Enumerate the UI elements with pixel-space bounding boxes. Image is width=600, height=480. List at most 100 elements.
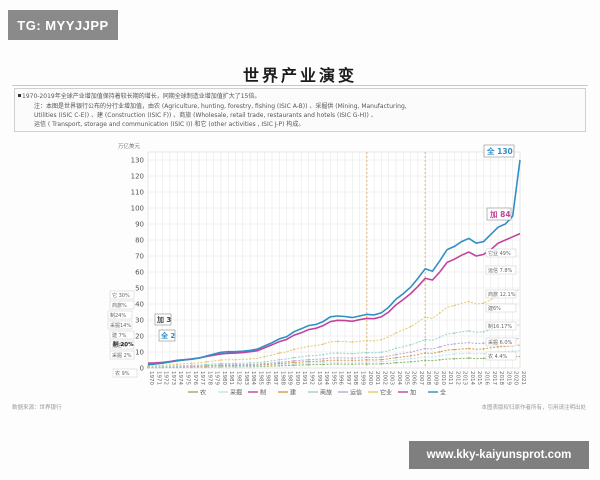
callout-box xyxy=(158,329,176,342)
x-tick-label: 1988 xyxy=(279,371,285,385)
legend-label: 它业 xyxy=(380,389,392,397)
plot-area xyxy=(147,151,521,369)
series-point-transport xyxy=(453,343,456,345)
series-point-transport xyxy=(351,357,354,359)
y-tick-label: 130 xyxy=(131,157,144,165)
series-point-agriculture xyxy=(322,363,324,366)
callout-box xyxy=(154,313,172,326)
watermark-tag: TG: MYYJJPP xyxy=(8,10,118,40)
legend-label: 制 xyxy=(260,389,266,397)
series-point-commerce xyxy=(292,356,295,359)
callout-end-manufacturing: 加 84 xyxy=(489,209,511,219)
series-point-construction xyxy=(438,350,441,353)
series-point-transport xyxy=(395,353,397,356)
x-tick-label: 2008 xyxy=(425,371,431,385)
y-tick-label: 80 xyxy=(135,237,144,245)
series-point-construction xyxy=(365,358,368,361)
note-bullet-icon xyxy=(18,94,21,97)
series-point-commerce xyxy=(395,347,397,350)
series-point-transport xyxy=(336,356,339,359)
x-tick-label: 1980 xyxy=(221,371,227,385)
series-point-agriculture xyxy=(365,363,368,365)
x-tick-label: 1970 xyxy=(148,371,154,385)
series-point-construction xyxy=(322,360,324,362)
series-point-agriculture xyxy=(438,358,441,361)
series-point-other xyxy=(263,355,266,358)
x-tick-label: 1986 xyxy=(265,371,271,385)
series-point-construction xyxy=(336,359,339,362)
x-tick-label: 1998 xyxy=(352,371,358,385)
x-tick-label: 1996 xyxy=(338,371,344,385)
series-point-other xyxy=(453,304,456,307)
title-divider xyxy=(12,85,588,86)
series-point-construction xyxy=(468,347,470,350)
series-point-transport xyxy=(380,356,383,359)
series-point-other xyxy=(482,302,485,305)
series-point-commerce xyxy=(468,329,470,332)
series-point-commerce xyxy=(424,338,427,341)
series-point-other xyxy=(395,331,397,334)
series-point-commerce xyxy=(234,362,237,365)
series-point-transport xyxy=(263,362,266,365)
x-tick-label: 1978 xyxy=(206,371,212,385)
series-point-other xyxy=(147,365,149,367)
series-point-other xyxy=(249,357,252,360)
y-tick-label: 120 xyxy=(131,173,144,181)
x-tick-label: 1977 xyxy=(199,371,205,385)
share-label-start: 采掘14% xyxy=(110,322,131,329)
series-point-commerce xyxy=(336,352,339,355)
series-point-construction xyxy=(497,345,500,348)
share-label-box xyxy=(485,303,517,313)
series-point-mining xyxy=(351,361,354,364)
y-tick-label: 20 xyxy=(135,333,144,341)
x-tick-label: 1976 xyxy=(192,371,198,385)
series-point-transport xyxy=(322,357,324,360)
series-point-commerce xyxy=(205,363,208,366)
x-tick-label: 2002 xyxy=(381,371,387,385)
callout-end-total: 全 130 xyxy=(486,146,513,156)
series-point-construction xyxy=(380,358,383,361)
series-point-mining xyxy=(380,360,383,363)
legend-label: 加 xyxy=(410,389,416,397)
series-point-agriculture xyxy=(395,361,397,364)
share-label-box xyxy=(109,350,135,360)
x-tick-label: 2019 xyxy=(505,371,511,385)
share-label-box xyxy=(112,368,138,378)
share-label-box xyxy=(485,289,517,299)
x-tick-label: 2015 xyxy=(476,371,482,385)
x-tick-label: 2001 xyxy=(374,371,380,385)
series-point-other xyxy=(365,339,368,342)
series-point-construction xyxy=(482,348,485,350)
x-tick-label: 1997 xyxy=(345,371,351,385)
series-point-mining xyxy=(307,362,310,365)
series-point-other xyxy=(322,343,324,346)
x-tick-label: 2014 xyxy=(469,371,475,385)
series-point-mining xyxy=(365,361,368,363)
series-point-mining xyxy=(482,352,485,355)
series-line-construction xyxy=(147,344,521,368)
legend-label: 运信 xyxy=(350,389,362,397)
x-tick-label: 2016 xyxy=(484,371,490,385)
series-point-other xyxy=(234,358,237,361)
x-tick-label: 2012 xyxy=(454,371,460,385)
series-point-commerce xyxy=(220,362,222,365)
series-point-commerce xyxy=(278,358,281,361)
share-label-start: 建 7% xyxy=(112,332,127,339)
legend-label: 农 xyxy=(200,389,206,397)
series-point-construction xyxy=(453,348,456,351)
series-point-other xyxy=(380,338,383,341)
series-point-mining xyxy=(292,362,295,365)
source-note: 数据来源：世界银行 xyxy=(12,405,62,411)
share-label-box xyxy=(109,330,135,340)
share-label-start: 商旅% xyxy=(112,302,127,309)
share-label-box xyxy=(109,340,135,350)
share-label-start: 制 20% xyxy=(113,340,134,348)
series-point-mining xyxy=(453,353,456,355)
x-tick-label: 1991 xyxy=(301,371,307,385)
note-line-2: 注：本图是世界银行公布的分行业增加值，由农 (Agriculture, hunt… xyxy=(34,103,407,110)
y-tick-label: 70 xyxy=(135,253,144,261)
x-tick-label: 1972 xyxy=(163,371,169,385)
series-point-mining xyxy=(511,350,514,353)
series-point-construction xyxy=(307,360,310,363)
